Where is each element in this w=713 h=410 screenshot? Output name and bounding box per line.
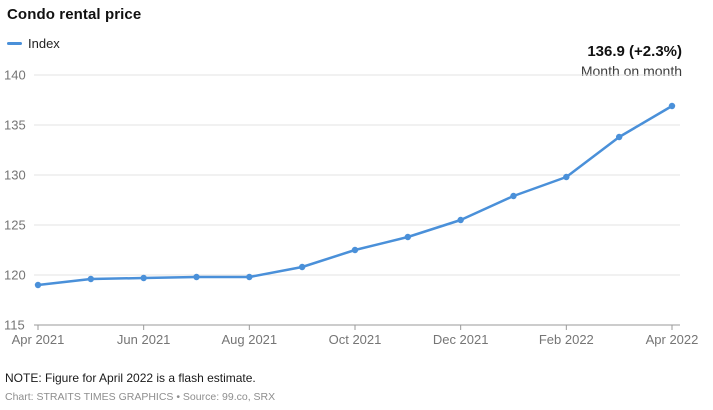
data-point [87,275,95,283]
series-line-index [36,104,674,287]
x-axis-label: Oct 2021 [329,332,382,347]
data-point [193,273,200,281]
line-chart: 115 120 125 130 135 140 Apr 2021 Jun 2021 Aug 20… [4,68,699,348]
x-axis-label: Apr 2022 [646,332,699,347]
x-axis-label: Apr 2021 [12,332,65,347]
chart-credit: Chart: STRAITS TIMES GRAPHICS • Source: … [5,391,276,403]
chart-title: Condo rental price [7,6,142,23]
y-axis-label: 125 [4,218,26,233]
data-point [140,274,147,282]
legend-line-swatch [7,42,22,45]
data-point [510,192,517,200]
y-axis-label: 140 [4,68,26,83]
data-point [668,102,676,110]
data-point [563,173,570,181]
data-point [615,133,623,141]
x-axis-label: Feb 2022 [539,332,594,347]
annotation-value: 136.9 (+2.3%) [587,43,682,60]
legend: Index [7,36,60,51]
x-axis-label: Jun 2021 [117,332,171,347]
legend-label: Index [28,36,60,51]
data-point [34,281,42,289]
data-point [457,216,464,224]
data-point [404,233,412,241]
data-point [298,263,306,271]
data-point [351,246,359,254]
chart-note: NOTE: Figure for April 2022 is a flash e… [5,371,256,385]
y-axis-label: 135 [4,118,26,133]
y-axis-label: 130 [4,168,26,183]
x-axis-label: Aug 2021 [221,332,277,347]
x-axis-label: Dec 2021 [433,332,489,347]
y-axis-label: 120 [4,268,26,283]
data-point [246,273,253,281]
y-axis-label: 115 [4,318,25,333]
